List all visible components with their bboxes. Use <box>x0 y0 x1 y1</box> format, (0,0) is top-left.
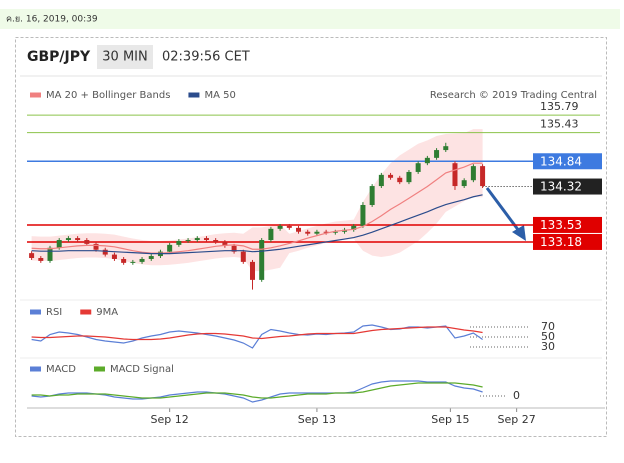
candle-body <box>378 174 384 187</box>
candle-body <box>480 166 486 187</box>
candle-body <box>75 238 81 241</box>
candle-body <box>203 238 209 241</box>
candle-body <box>111 254 117 259</box>
legend-swatch <box>188 92 200 98</box>
legend-swatch <box>30 309 41 315</box>
legend-swatch <box>80 309 92 315</box>
candle-body <box>434 150 440 158</box>
level-label: 135.43 <box>540 118 579 131</box>
series-line <box>31 324 483 349</box>
bollinger-band <box>31 129 483 272</box>
candle-body <box>397 177 403 183</box>
interval-box <box>97 45 153 69</box>
series-line <box>31 162 483 254</box>
candle-body <box>286 225 292 228</box>
candle-body <box>29 253 35 258</box>
candle-body <box>360 205 366 226</box>
candle-body <box>268 228 274 241</box>
candle-body <box>452 163 458 187</box>
x-tick-label: Sep 13 <box>298 413 336 426</box>
level-box <box>533 233 602 250</box>
candle-body <box>84 240 90 244</box>
candle-body <box>121 258 127 263</box>
candle-body <box>415 163 421 172</box>
candle-body <box>65 238 71 241</box>
symbol: GBP/JPY <box>27 49 91 65</box>
level-box <box>533 153 602 170</box>
level-box <box>533 216 602 233</box>
candle-body <box>93 243 99 250</box>
x-tick-label: Sep 15 <box>431 413 469 426</box>
x-tick-label: Sep 12 <box>151 413 189 426</box>
candle-body <box>185 240 191 242</box>
candle-body <box>176 240 182 245</box>
candle-body <box>139 258 145 262</box>
candle-body <box>194 238 200 241</box>
candle-body <box>406 171 412 183</box>
time: 02:39:56 CET <box>162 50 250 65</box>
legend-label: MACD Signal <box>110 364 174 375</box>
candle-body <box>222 241 228 246</box>
candle-body <box>213 240 219 242</box>
x-tick-label: Sep 27 <box>498 413 536 426</box>
level-label: 133.18 <box>540 235 582 249</box>
candle-body <box>240 251 246 262</box>
candle-body <box>323 231 329 233</box>
candle-body <box>388 174 394 178</box>
candle-body <box>443 146 449 151</box>
series-line <box>31 194 483 255</box>
legend-label: RSI <box>46 307 62 318</box>
candle-body <box>231 245 237 252</box>
forecast-arrow <box>485 187 526 241</box>
candle-body <box>277 225 283 229</box>
candle-body <box>38 257 44 261</box>
candle-body <box>148 256 154 259</box>
candle-body <box>305 231 311 234</box>
candle-body <box>130 261 136 263</box>
timestamp: ค.ย. 16, 2019, 00:39 <box>6 15 98 25</box>
legend-label: 9MA <box>96 307 118 318</box>
candle-body <box>314 231 320 234</box>
level-label: 134.32 <box>540 180 582 194</box>
credit: Research © 2019 Trading Central <box>430 90 597 101</box>
y-tick-label: 30 <box>541 340 555 353</box>
candle-body <box>332 231 338 233</box>
candle-body <box>56 240 62 248</box>
y-tick-label: 0 <box>513 389 520 402</box>
candle-body <box>351 225 357 230</box>
legend-swatch <box>30 366 41 372</box>
candle-body <box>461 180 467 187</box>
legend-label: MA 50 <box>204 90 235 101</box>
candle-body <box>259 240 265 280</box>
candle-body <box>47 247 53 261</box>
series-line <box>31 326 483 341</box>
candle-body <box>102 249 108 255</box>
legend-swatch <box>30 92 41 98</box>
interval: 30 MIN <box>102 50 147 65</box>
y-tick-label: 70 <box>541 320 555 333</box>
series-line <box>31 382 483 399</box>
candle-body <box>296 227 302 232</box>
candle-body <box>470 166 476 181</box>
candle-body <box>424 157 430 164</box>
candle-body <box>369 186 375 206</box>
y-tick-label: 50 <box>541 330 555 343</box>
legend-swatch <box>93 366 105 372</box>
legend-label: MA 20 + Bollinger Bands <box>46 90 170 101</box>
level-label: 135.79 <box>540 100 579 113</box>
level-label: 133.53 <box>540 218 582 232</box>
level-box <box>533 178 602 195</box>
date-bar <box>0 9 620 29</box>
widget-frame <box>15 37 607 437</box>
level-label: 134.84 <box>540 154 582 168</box>
candle-body <box>249 261 255 280</box>
legend-label: MACD <box>46 364 76 375</box>
candle-body <box>167 244 173 252</box>
series-line <box>31 380 483 403</box>
